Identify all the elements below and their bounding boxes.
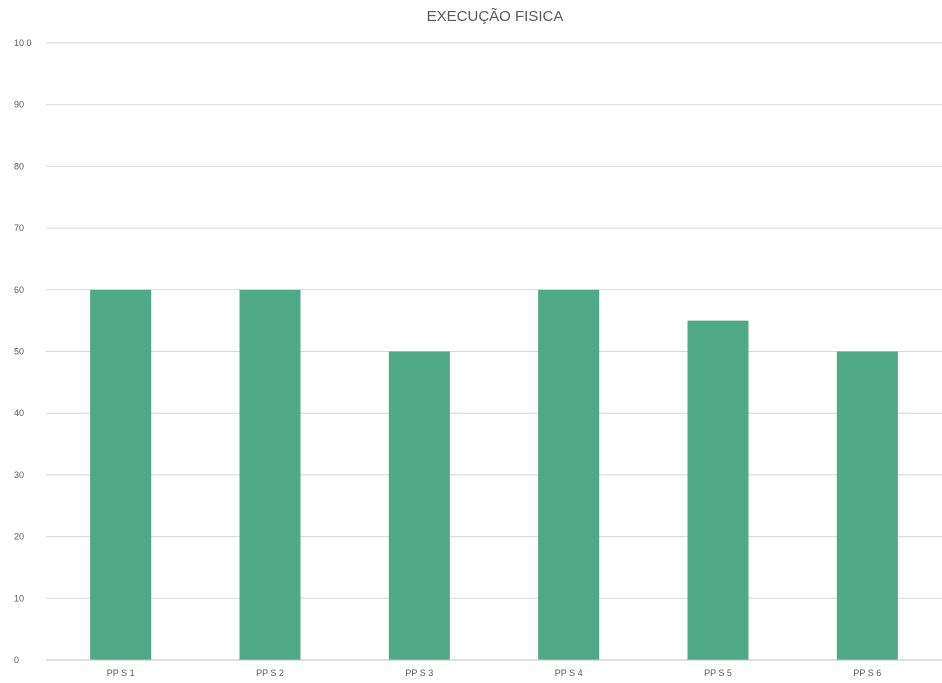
y-tick-label: 90 — [14, 100, 24, 110]
y-tick-label: 50 — [14, 347, 24, 357]
bar-1 — [90, 289, 152, 660]
y-tick-label: 60 — [14, 285, 24, 295]
bar-3 — [388, 351, 450, 660]
gridlines — [46, 42, 942, 599]
x-tick-label: PP S 5 — [704, 668, 732, 678]
y-tick-label: 0 — [14, 655, 19, 665]
chart-title: EXECUÇÃO FISICA — [426, 8, 564, 25]
x-tick-label: PP S 1 — [107, 668, 135, 678]
y-tick-label: 70 — [14, 223, 24, 233]
y-tick-label: 10 0 — [14, 38, 32, 48]
x-tick-label: PP S 3 — [405, 668, 433, 678]
bar-2 — [239, 289, 301, 660]
x-tick-label: PP S 4 — [555, 668, 583, 678]
y-tick-label: 40 — [14, 408, 24, 418]
y-tick-label: 10 — [14, 593, 24, 603]
y-tick-labels: 0 10 20 30 40 50 60 70 80 90 10 0 — [14, 38, 32, 665]
bar-4 — [538, 289, 600, 660]
x-tick-label: PP S 6 — [853, 668, 881, 678]
bars — [90, 289, 898, 660]
x-tick-labels: PP S 1 PP S 2 PP S 3 PP S 4 PP S 5 PP S 6 — [107, 668, 882, 678]
y-tick-label: 80 — [14, 161, 24, 171]
x-tick-label: PP S 2 — [256, 668, 284, 678]
y-tick-label: 20 — [14, 532, 24, 542]
bar-6 — [836, 351, 898, 660]
y-tick-label: 30 — [14, 470, 24, 480]
bar-5 — [687, 320, 749, 660]
